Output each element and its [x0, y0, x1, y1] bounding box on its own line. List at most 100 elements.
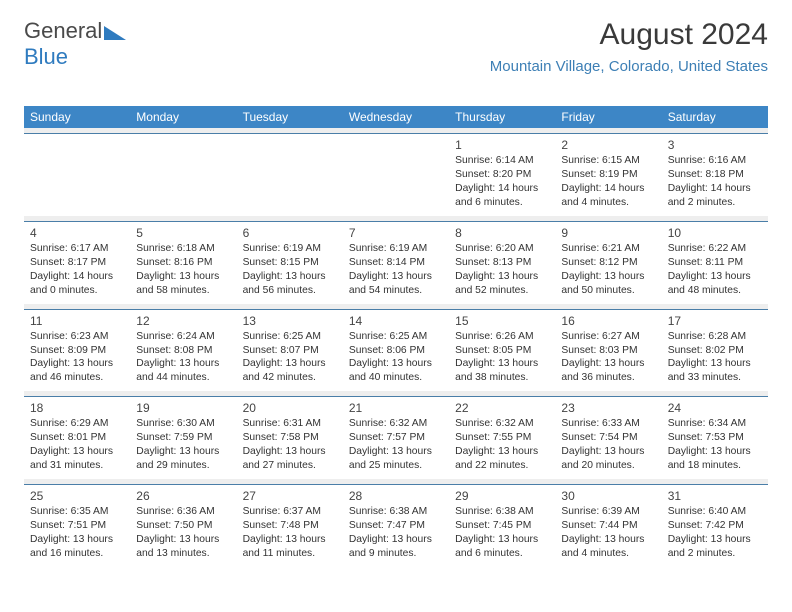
sunset-text: Sunset: 7:51 PM: [30, 519, 124, 533]
daylight-text: Daylight: 13 hours: [243, 533, 337, 547]
day-number: 25: [30, 488, 124, 504]
daylight-text: Daylight: 14 hours: [30, 270, 124, 284]
sunset-text: Sunset: 8:14 PM: [349, 256, 443, 270]
daylight-text: and 56 minutes.: [243, 284, 337, 298]
week-row: 25Sunrise: 6:35 AMSunset: 7:51 PMDayligh…: [24, 485, 768, 567]
sunset-text: Sunset: 8:09 PM: [30, 344, 124, 358]
sunrise-text: Sunrise: 6:35 AM: [30, 505, 124, 519]
day-number: 9: [561, 225, 655, 241]
day-number: 6: [243, 225, 337, 241]
sunrise-text: Sunrise: 6:24 AM: [136, 330, 230, 344]
day-number: 8: [455, 225, 549, 241]
day-number: 5: [136, 225, 230, 241]
daylight-text: and 6 minutes.: [455, 196, 549, 210]
logo-text-gray: General: [24, 18, 102, 43]
day-cell: 26Sunrise: 6:36 AMSunset: 7:50 PMDayligh…: [130, 485, 236, 567]
daylight-text: and 33 minutes.: [668, 371, 762, 385]
sunset-text: Sunset: 8:08 PM: [136, 344, 230, 358]
daylight-text: and 31 minutes.: [30, 459, 124, 473]
day-number: 11: [30, 313, 124, 329]
day-cell-empty: [237, 134, 343, 216]
day-number: 16: [561, 313, 655, 329]
daylight-text: and 6 minutes.: [455, 547, 549, 561]
day-number: 14: [349, 313, 443, 329]
daylight-text: and 4 minutes.: [561, 196, 655, 210]
sunrise-text: Sunrise: 6:21 AM: [561, 242, 655, 256]
sunrise-text: Sunrise: 6:29 AM: [30, 417, 124, 431]
day-cell: 18Sunrise: 6:29 AMSunset: 8:01 PMDayligh…: [24, 397, 130, 479]
sunrise-text: Sunrise: 6:27 AM: [561, 330, 655, 344]
sunset-text: Sunset: 8:05 PM: [455, 344, 549, 358]
sunrise-text: Sunrise: 6:16 AM: [668, 154, 762, 168]
calendar: SundayMondayTuesdayWednesdayThursdayFrid…: [24, 106, 768, 567]
sunrise-text: Sunrise: 6:20 AM: [455, 242, 549, 256]
day-cell: 4Sunrise: 6:17 AMSunset: 8:17 PMDaylight…: [24, 222, 130, 304]
day-cell: 20Sunrise: 6:31 AMSunset: 7:58 PMDayligh…: [237, 397, 343, 479]
weekday-header: Thursday: [449, 106, 555, 128]
daylight-text: Daylight: 13 hours: [455, 533, 549, 547]
sunrise-text: Sunrise: 6:31 AM: [243, 417, 337, 431]
daylight-text: Daylight: 13 hours: [136, 357, 230, 371]
daylight-text: Daylight: 13 hours: [30, 533, 124, 547]
sunrise-text: Sunrise: 6:19 AM: [243, 242, 337, 256]
week-row: 11Sunrise: 6:23 AMSunset: 8:09 PMDayligh…: [24, 310, 768, 392]
sunset-text: Sunset: 7:55 PM: [455, 431, 549, 445]
daylight-text: Daylight: 13 hours: [668, 445, 762, 459]
daylight-text: Daylight: 14 hours: [668, 182, 762, 196]
day-cell: 12Sunrise: 6:24 AMSunset: 8:08 PMDayligh…: [130, 310, 236, 392]
sunset-text: Sunset: 8:20 PM: [455, 168, 549, 182]
sunrise-text: Sunrise: 6:18 AM: [136, 242, 230, 256]
daylight-text: and 16 minutes.: [30, 547, 124, 561]
daylight-text: and 4 minutes.: [561, 547, 655, 561]
sunset-text: Sunset: 8:18 PM: [668, 168, 762, 182]
sunset-text: Sunset: 7:42 PM: [668, 519, 762, 533]
daylight-text: Daylight: 13 hours: [455, 445, 549, 459]
day-number: 15: [455, 313, 549, 329]
day-cell: 8Sunrise: 6:20 AMSunset: 8:13 PMDaylight…: [449, 222, 555, 304]
daylight-text: and 54 minutes.: [349, 284, 443, 298]
daylight-text: and 22 minutes.: [455, 459, 549, 473]
day-number: 27: [243, 488, 337, 504]
daylight-text: Daylight: 13 hours: [668, 270, 762, 284]
sunrise-text: Sunrise: 6:34 AM: [668, 417, 762, 431]
day-cell: 13Sunrise: 6:25 AMSunset: 8:07 PMDayligh…: [237, 310, 343, 392]
day-number: 29: [455, 488, 549, 504]
weekday-header: Saturday: [662, 106, 768, 128]
day-cell: 24Sunrise: 6:34 AMSunset: 7:53 PMDayligh…: [662, 397, 768, 479]
sunrise-text: Sunrise: 6:32 AM: [349, 417, 443, 431]
day-number: 2: [561, 137, 655, 153]
day-cell: 17Sunrise: 6:28 AMSunset: 8:02 PMDayligh…: [662, 310, 768, 392]
logo: General Blue: [24, 18, 126, 70]
day-cell: 28Sunrise: 6:38 AMSunset: 7:47 PMDayligh…: [343, 485, 449, 567]
day-number: 18: [30, 400, 124, 416]
daylight-text: Daylight: 14 hours: [455, 182, 549, 196]
sunrise-text: Sunrise: 6:15 AM: [561, 154, 655, 168]
day-cell: 9Sunrise: 6:21 AMSunset: 8:12 PMDaylight…: [555, 222, 661, 304]
sunrise-text: Sunrise: 6:25 AM: [349, 330, 443, 344]
day-cell-empty: [343, 134, 449, 216]
sunrise-text: Sunrise: 6:25 AM: [243, 330, 337, 344]
daylight-text: and 27 minutes.: [243, 459, 337, 473]
day-number: 1: [455, 137, 549, 153]
daylight-text: Daylight: 13 hours: [349, 270, 443, 284]
sunset-text: Sunset: 8:17 PM: [30, 256, 124, 270]
weekday-header: Monday: [130, 106, 236, 128]
sunrise-text: Sunrise: 6:26 AM: [455, 330, 549, 344]
day-number: 22: [455, 400, 549, 416]
day-cell: 6Sunrise: 6:19 AMSunset: 8:15 PMDaylight…: [237, 222, 343, 304]
sunrise-text: Sunrise: 6:37 AM: [243, 505, 337, 519]
daylight-text: and 9 minutes.: [349, 547, 443, 561]
daylight-text: Daylight: 13 hours: [30, 357, 124, 371]
day-cell: 30Sunrise: 6:39 AMSunset: 7:44 PMDayligh…: [555, 485, 661, 567]
day-number: 26: [136, 488, 230, 504]
sunrise-text: Sunrise: 6:38 AM: [349, 505, 443, 519]
daylight-text: Daylight: 13 hours: [136, 445, 230, 459]
sunset-text: Sunset: 8:19 PM: [561, 168, 655, 182]
day-number: 4: [30, 225, 124, 241]
day-cell: 2Sunrise: 6:15 AMSunset: 8:19 PMDaylight…: [555, 134, 661, 216]
day-number: 17: [668, 313, 762, 329]
daylight-text: Daylight: 13 hours: [243, 445, 337, 459]
day-number: 7: [349, 225, 443, 241]
sunset-text: Sunset: 8:13 PM: [455, 256, 549, 270]
daylight-text: and 52 minutes.: [455, 284, 549, 298]
